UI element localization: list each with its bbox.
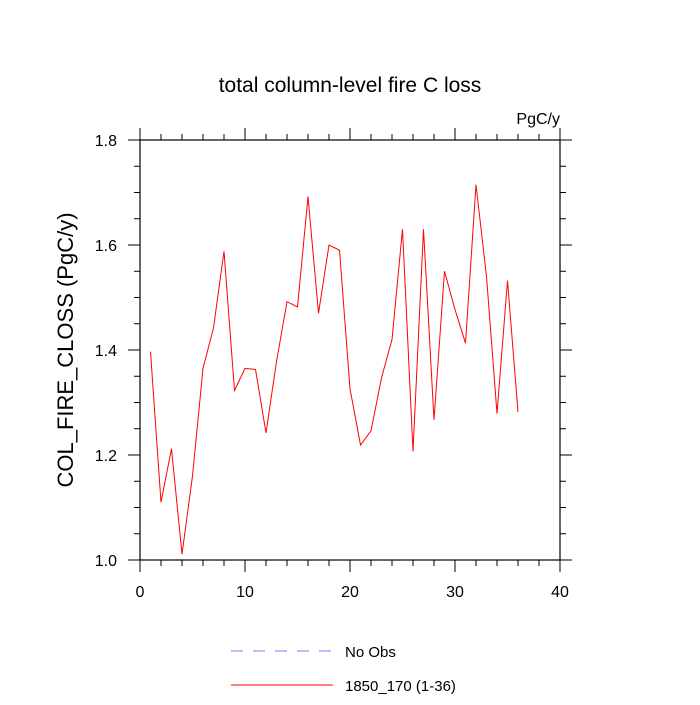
x-tick-label: 40 [551,584,569,601]
chart-title: total column-level fire C loss [219,74,482,97]
y-tick-label: 1.6 [95,238,117,255]
series-line [150,184,519,555]
units-label: PgC/y [516,111,560,128]
y-tick-label: 1.4 [95,343,117,360]
legend: No Obs 1850_170 (1-36) [231,644,456,695]
plot-area: 0 10 20 30 40 1.0 1.2 1.4 1.6 1.8 [95,128,572,601]
y-axis-label: COL_FIRE_CLOSS (PgC/y) [53,212,78,487]
x-tick-label: 30 [446,584,464,601]
x-tick-label: 10 [236,584,254,601]
y-tick-label: 1.0 [95,553,117,570]
x-tick-label: 0 [136,584,145,601]
legend-label: No Obs [345,644,396,661]
x-tick-label: 20 [341,584,359,601]
legend-label: 1850_170 (1-36) [345,678,456,695]
y-tick-label: 1.8 [95,133,117,150]
y-tick-label: 1.2 [95,448,117,465]
